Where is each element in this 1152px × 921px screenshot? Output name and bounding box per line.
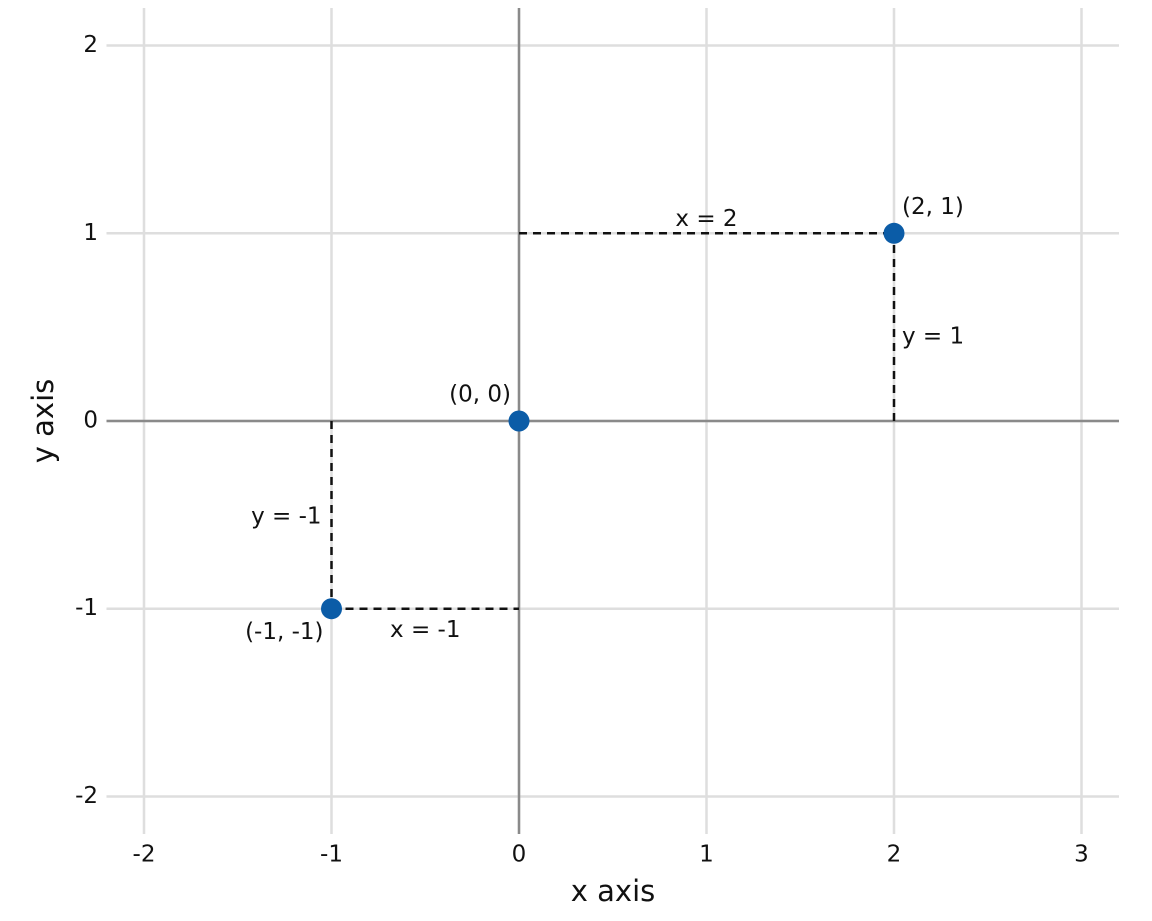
point-label: (0, 0) bbox=[449, 382, 511, 408]
x-tick-label: 0 bbox=[512, 842, 527, 868]
point-label: (-1, -1) bbox=[245, 619, 323, 645]
point bbox=[883, 222, 905, 244]
x-tick-label: 1 bbox=[699, 842, 714, 868]
x-tick-label: 2 bbox=[887, 842, 902, 868]
point bbox=[508, 410, 530, 432]
y-tick-label: 2 bbox=[83, 32, 98, 58]
x-tick-label: -2 bbox=[133, 842, 156, 868]
guide-label: x = 2 bbox=[675, 206, 737, 232]
x-tick-label: -1 bbox=[320, 842, 343, 868]
guide-label: y = -1 bbox=[251, 503, 321, 529]
y-tick-label: -2 bbox=[75, 783, 98, 809]
y-tick-label: -1 bbox=[75, 595, 98, 621]
guide-label: y = 1 bbox=[902, 324, 964, 350]
y-tick-label: 0 bbox=[83, 408, 98, 434]
guide-label: x = -1 bbox=[390, 617, 460, 643]
point bbox=[321, 598, 342, 620]
x-tick-label: 3 bbox=[1074, 842, 1089, 868]
x-axis-title: x axis bbox=[571, 874, 655, 908]
y-tick-label: 1 bbox=[83, 220, 98, 246]
point-label: (2, 1) bbox=[902, 194, 964, 220]
y-axis-title: y axis bbox=[26, 379, 60, 463]
